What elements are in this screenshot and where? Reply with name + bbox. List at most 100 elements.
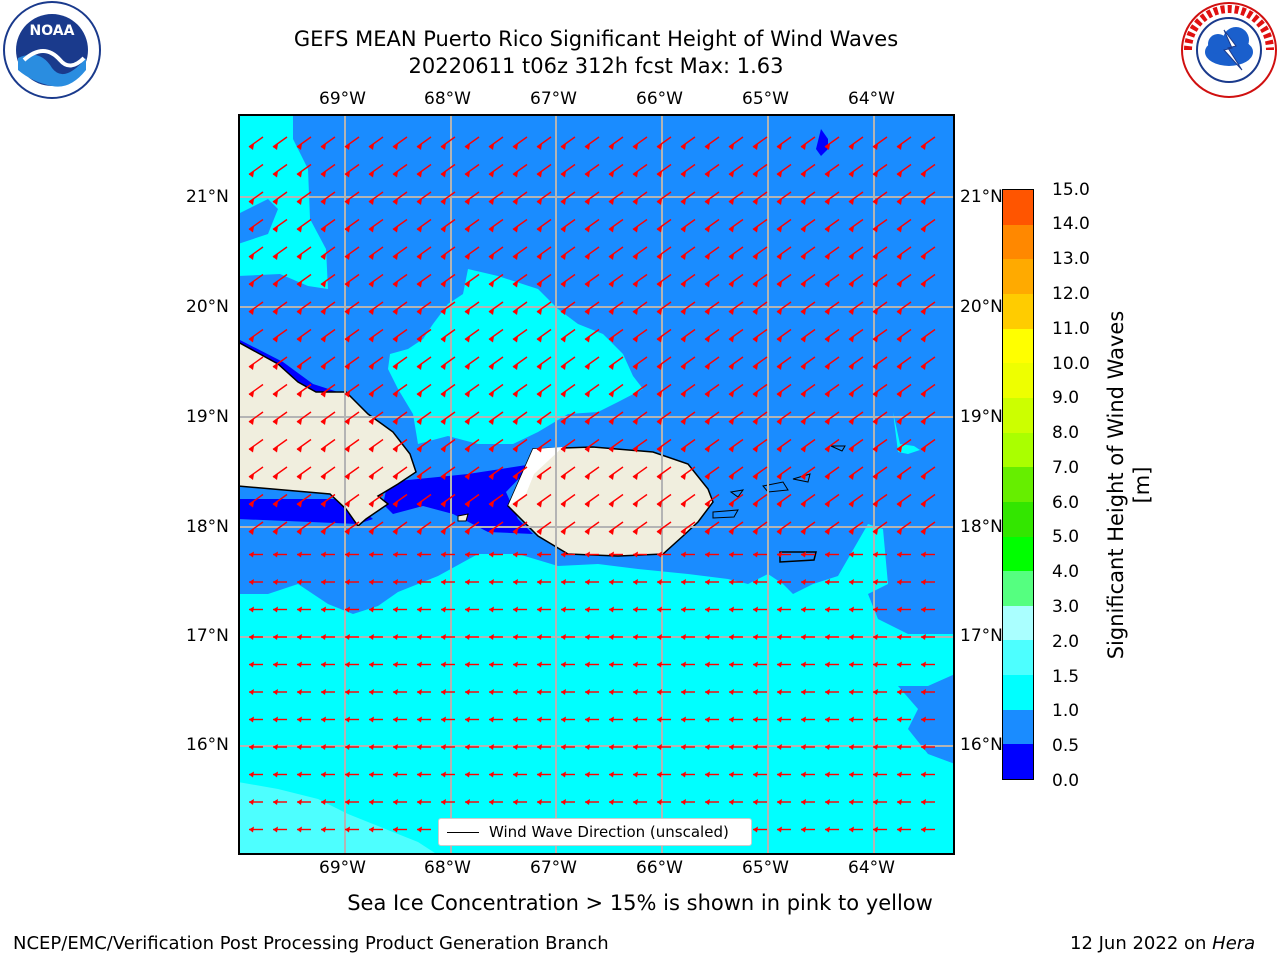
wave-direction-arrow (776, 466, 792, 478)
wave-direction-arrowhead (369, 689, 374, 695)
wave-direction-arrowhead (657, 501, 662, 508)
wave-direction-arrow (392, 273, 408, 286)
wave-direction-arrowhead (921, 799, 926, 805)
wave-direction-arrowhead (585, 771, 590, 778)
wave-direction-arrow (464, 273, 480, 286)
wave-direction-arrowhead (249, 474, 254, 480)
wave-direction-arrow (416, 301, 432, 313)
wave-direction-arrowhead (777, 309, 782, 315)
wave-direction-arrowhead (585, 551, 590, 558)
generated-date: 12 Jun 2022 on Hera (1070, 933, 1255, 954)
wave-direction-arrow (248, 273, 264, 286)
wave-direction-arrow (248, 356, 264, 368)
wave-direction-arrowhead (465, 364, 470, 370)
wave-direction-arrowhead (369, 826, 374, 833)
wave-direction-arrowhead (633, 799, 638, 805)
wave-direction-arrow (272, 191, 288, 203)
wave-direction-arrow (704, 301, 720, 313)
wave-direction-arrowhead (849, 226, 854, 233)
wave-direction-arrowhead (657, 281, 662, 288)
wave-direction-arrow (848, 163, 864, 176)
wave-direction-arrow (416, 493, 432, 506)
wave-direction-arrowhead (561, 254, 566, 260)
wave-direction-arrowhead (849, 579, 854, 585)
wave-direction-arrowhead (633, 254, 638, 260)
wave-direction-arrowhead (297, 419, 302, 425)
wave-direction-arrow (848, 218, 864, 231)
wave-direction-arrowhead (369, 309, 374, 315)
wave-direction-arrowhead (657, 716, 662, 723)
colorbar-segment (1003, 501, 1033, 537)
wave-direction-arrowhead (369, 661, 374, 668)
wave-direction-arrow (920, 493, 936, 506)
wave-direction-arrow (680, 466, 696, 478)
wave-direction-arrow (272, 411, 288, 423)
wave-direction-arrow (752, 246, 768, 258)
wave-direction-arrow (632, 273, 648, 286)
wave-direction-arrowhead (729, 336, 734, 343)
colorbar-tick: 2.0 (1052, 632, 1080, 652)
wave-direction-arrowhead (561, 551, 566, 558)
wave-direction-arrowhead (537, 744, 542, 750)
wave-direction-arrowhead (681, 551, 686, 558)
wave-direction-arrow (344, 218, 360, 231)
wave-direction-arrowhead (273, 446, 278, 453)
wave-direction-arrowhead (441, 254, 446, 260)
wave-direction-arrowhead (345, 171, 350, 178)
wave-direction-arrowhead (465, 579, 470, 585)
wave-direction-arrowhead (321, 529, 326, 535)
wave-direction-arrowhead (561, 529, 566, 535)
wave-direction-arrowhead (417, 551, 422, 558)
wave-direction-arrowhead (321, 716, 326, 723)
wave-direction-arrow (440, 328, 456, 341)
wave-direction-arrow (368, 383, 384, 396)
wave-direction-arrowhead (417, 419, 422, 425)
wave-direction-arrow (488, 411, 504, 423)
wave-direction-arrow (752, 438, 768, 451)
wave-direction-arrowhead (465, 661, 470, 668)
wave-direction-arrow (560, 521, 576, 533)
wave-direction-arrowhead (873, 309, 878, 315)
wave-direction-arrowhead (633, 606, 638, 613)
wave-direction-arrow (560, 136, 576, 148)
wave-direction-arrow (656, 411, 672, 423)
wave-direction-arrowhead (825, 364, 830, 370)
wave-direction-arrow (584, 191, 600, 203)
wave-direction-arrowhead (585, 744, 590, 750)
wave-direction-arrow (344, 521, 360, 533)
lat-label-left: 21°N (186, 187, 229, 207)
wave-direction-arrowhead (441, 419, 446, 425)
wave-direction-arrowhead (729, 579, 734, 585)
wave-direction-arrow (296, 218, 312, 231)
wave-direction-arrowhead (465, 771, 470, 778)
wave-direction-arrowhead (897, 446, 902, 453)
colorbar-segment (1003, 328, 1033, 364)
lon-label-bottom: 68°W (424, 858, 471, 878)
wave-direction-arrowhead (777, 579, 782, 585)
colorbar-segment (1003, 259, 1033, 295)
wave-direction-arrowhead (729, 226, 734, 233)
wave-direction-arrowhead (561, 171, 566, 178)
wave-direction-arrowhead (825, 606, 830, 613)
wave-direction-arrowhead (513, 309, 518, 315)
wave-direction-arrowhead (705, 309, 710, 315)
wave-direction-arrowhead (249, 579, 254, 585)
wave-direction-arrowhead (273, 606, 278, 613)
wave-direction-arrow (272, 356, 288, 368)
wave-direction-arrowhead (489, 144, 494, 150)
wave-direction-arrowhead (585, 144, 590, 150)
wave-direction-arrow (416, 246, 432, 258)
wave-direction-arrow (872, 411, 888, 423)
wave-direction-arrow (656, 136, 672, 148)
lat-label-right: 16°N (960, 735, 1003, 755)
wave-direction-arrowhead (513, 364, 518, 370)
colorbar-label: Significant Height of Wind Waves [m] (1104, 310, 1154, 660)
wave-direction-arrowhead (681, 716, 686, 723)
wave-direction-arrow (824, 466, 840, 478)
wave-direction-arrowhead (729, 501, 734, 508)
wave-direction-arrowhead (249, 364, 254, 370)
wave-direction-arrowhead (681, 309, 686, 315)
wave-direction-arrowhead (849, 606, 854, 613)
wave-direction-arrowhead (825, 744, 830, 750)
wave-direction-arrow (776, 493, 792, 506)
